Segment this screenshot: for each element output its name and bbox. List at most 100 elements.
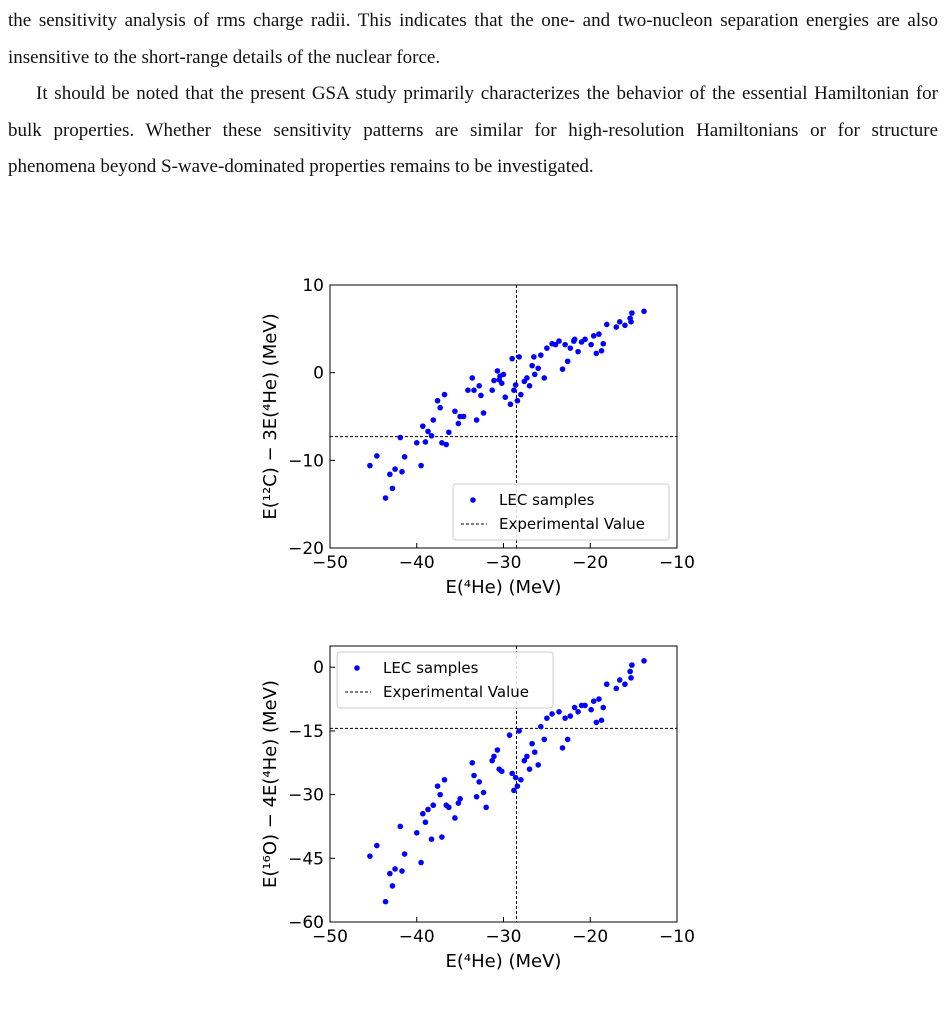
data-point — [413, 830, 420, 836]
data-point — [455, 420, 462, 427]
data-point — [437, 791, 443, 798]
data-point — [374, 453, 380, 459]
y-axis-label: E(¹⁶O) − 4E(⁴He) (MeV) — [260, 680, 281, 888]
data-point — [480, 410, 487, 416]
data-point — [598, 717, 605, 724]
data-point — [428, 432, 435, 439]
data-point — [590, 698, 597, 704]
data-point — [535, 365, 541, 372]
data-point — [562, 715, 568, 721]
legend-marker — [470, 497, 476, 503]
data-point — [516, 728, 522, 734]
data-point — [628, 675, 634, 681]
data-point — [524, 375, 530, 381]
data-point — [629, 310, 635, 316]
y-tick-label: 0 — [313, 364, 324, 384]
y-axis-label: E(¹²C) − 3E(⁴He) (MeV) — [260, 313, 281, 519]
data-point — [588, 706, 594, 713]
data-point — [538, 352, 544, 358]
data-point — [571, 704, 578, 711]
data-point — [535, 762, 541, 768]
data-point — [538, 723, 544, 730]
data-point — [469, 375, 476, 381]
data-point — [529, 740, 535, 747]
data-point — [593, 719, 600, 726]
data-point — [476, 779, 483, 785]
data-point — [507, 401, 514, 408]
data-point — [420, 810, 426, 817]
data-point — [521, 757, 528, 764]
data-point — [509, 770, 515, 777]
data-point — [446, 429, 452, 436]
data-point — [641, 308, 647, 315]
data-point — [430, 802, 437, 809]
data-point — [425, 428, 431, 435]
body-text: the sensitivity analysis of rms charge r… — [8, 3, 938, 186]
x-axis-label: E(⁴He) (MeV) — [446, 577, 562, 598]
data-point — [567, 713, 574, 719]
x-tick-label: −50 — [312, 927, 348, 947]
data-point — [506, 732, 513, 738]
data-point — [473, 793, 480, 800]
data-point — [629, 662, 635, 668]
data-point — [518, 776, 524, 783]
paragraph: It should be noted that the present GSA … — [8, 83, 938, 177]
y-tick-label: 0 — [313, 658, 324, 678]
data-point — [471, 772, 477, 779]
legend-box — [452, 483, 670, 541]
data-point — [613, 685, 620, 692]
data-point — [455, 800, 462, 806]
data-point — [428, 836, 435, 842]
legend-label: LEC samples — [383, 659, 479, 677]
data-point — [498, 380, 505, 386]
data-point — [434, 397, 441, 404]
data-point — [596, 331, 602, 337]
x-tick-label: −20 — [572, 927, 608, 947]
x-axis-label: E(⁴He) (MeV) — [446, 951, 562, 972]
data-point — [549, 711, 555, 717]
data-point — [512, 774, 519, 781]
data-point — [559, 366, 566, 372]
data-point — [382, 495, 389, 501]
data-point — [603, 681, 610, 688]
data-point — [531, 749, 538, 755]
data-point — [588, 341, 594, 348]
data-point — [418, 462, 424, 469]
data-point — [562, 341, 568, 348]
data-point — [575, 348, 581, 355]
data-point — [401, 454, 408, 460]
data-point — [441, 776, 448, 783]
data-point — [491, 377, 497, 384]
data-point — [622, 322, 628, 329]
data-point — [452, 815, 458, 821]
data-point — [418, 859, 424, 866]
data-point — [425, 806, 431, 813]
data-point — [422, 819, 429, 826]
data-point — [399, 868, 405, 874]
data-point — [564, 358, 571, 365]
data-point — [422, 439, 429, 445]
data-point — [439, 440, 445, 446]
data-point — [616, 319, 623, 325]
y-tick-label: −30 — [288, 786, 324, 806]
data-point — [567, 345, 574, 351]
data-point — [473, 417, 480, 423]
data-point — [430, 417, 437, 423]
data-point — [628, 319, 634, 325]
data-point — [596, 696, 602, 702]
data-point — [478, 392, 484, 399]
data-point — [491, 753, 497, 760]
data-point — [598, 347, 605, 354]
data-point — [559, 745, 566, 751]
legend-label: Experimental Value — [499, 515, 645, 533]
data-point — [600, 704, 607, 711]
data-point — [374, 842, 380, 849]
data-point — [541, 736, 548, 743]
data-point — [441, 391, 448, 398]
y-tick-label: −15 — [288, 722, 324, 742]
data-point — [531, 371, 538, 378]
y-tick-label: −60 — [288, 913, 324, 933]
data-point — [526, 766, 533, 772]
data-point — [460, 413, 467, 420]
data-point — [514, 783, 521, 789]
